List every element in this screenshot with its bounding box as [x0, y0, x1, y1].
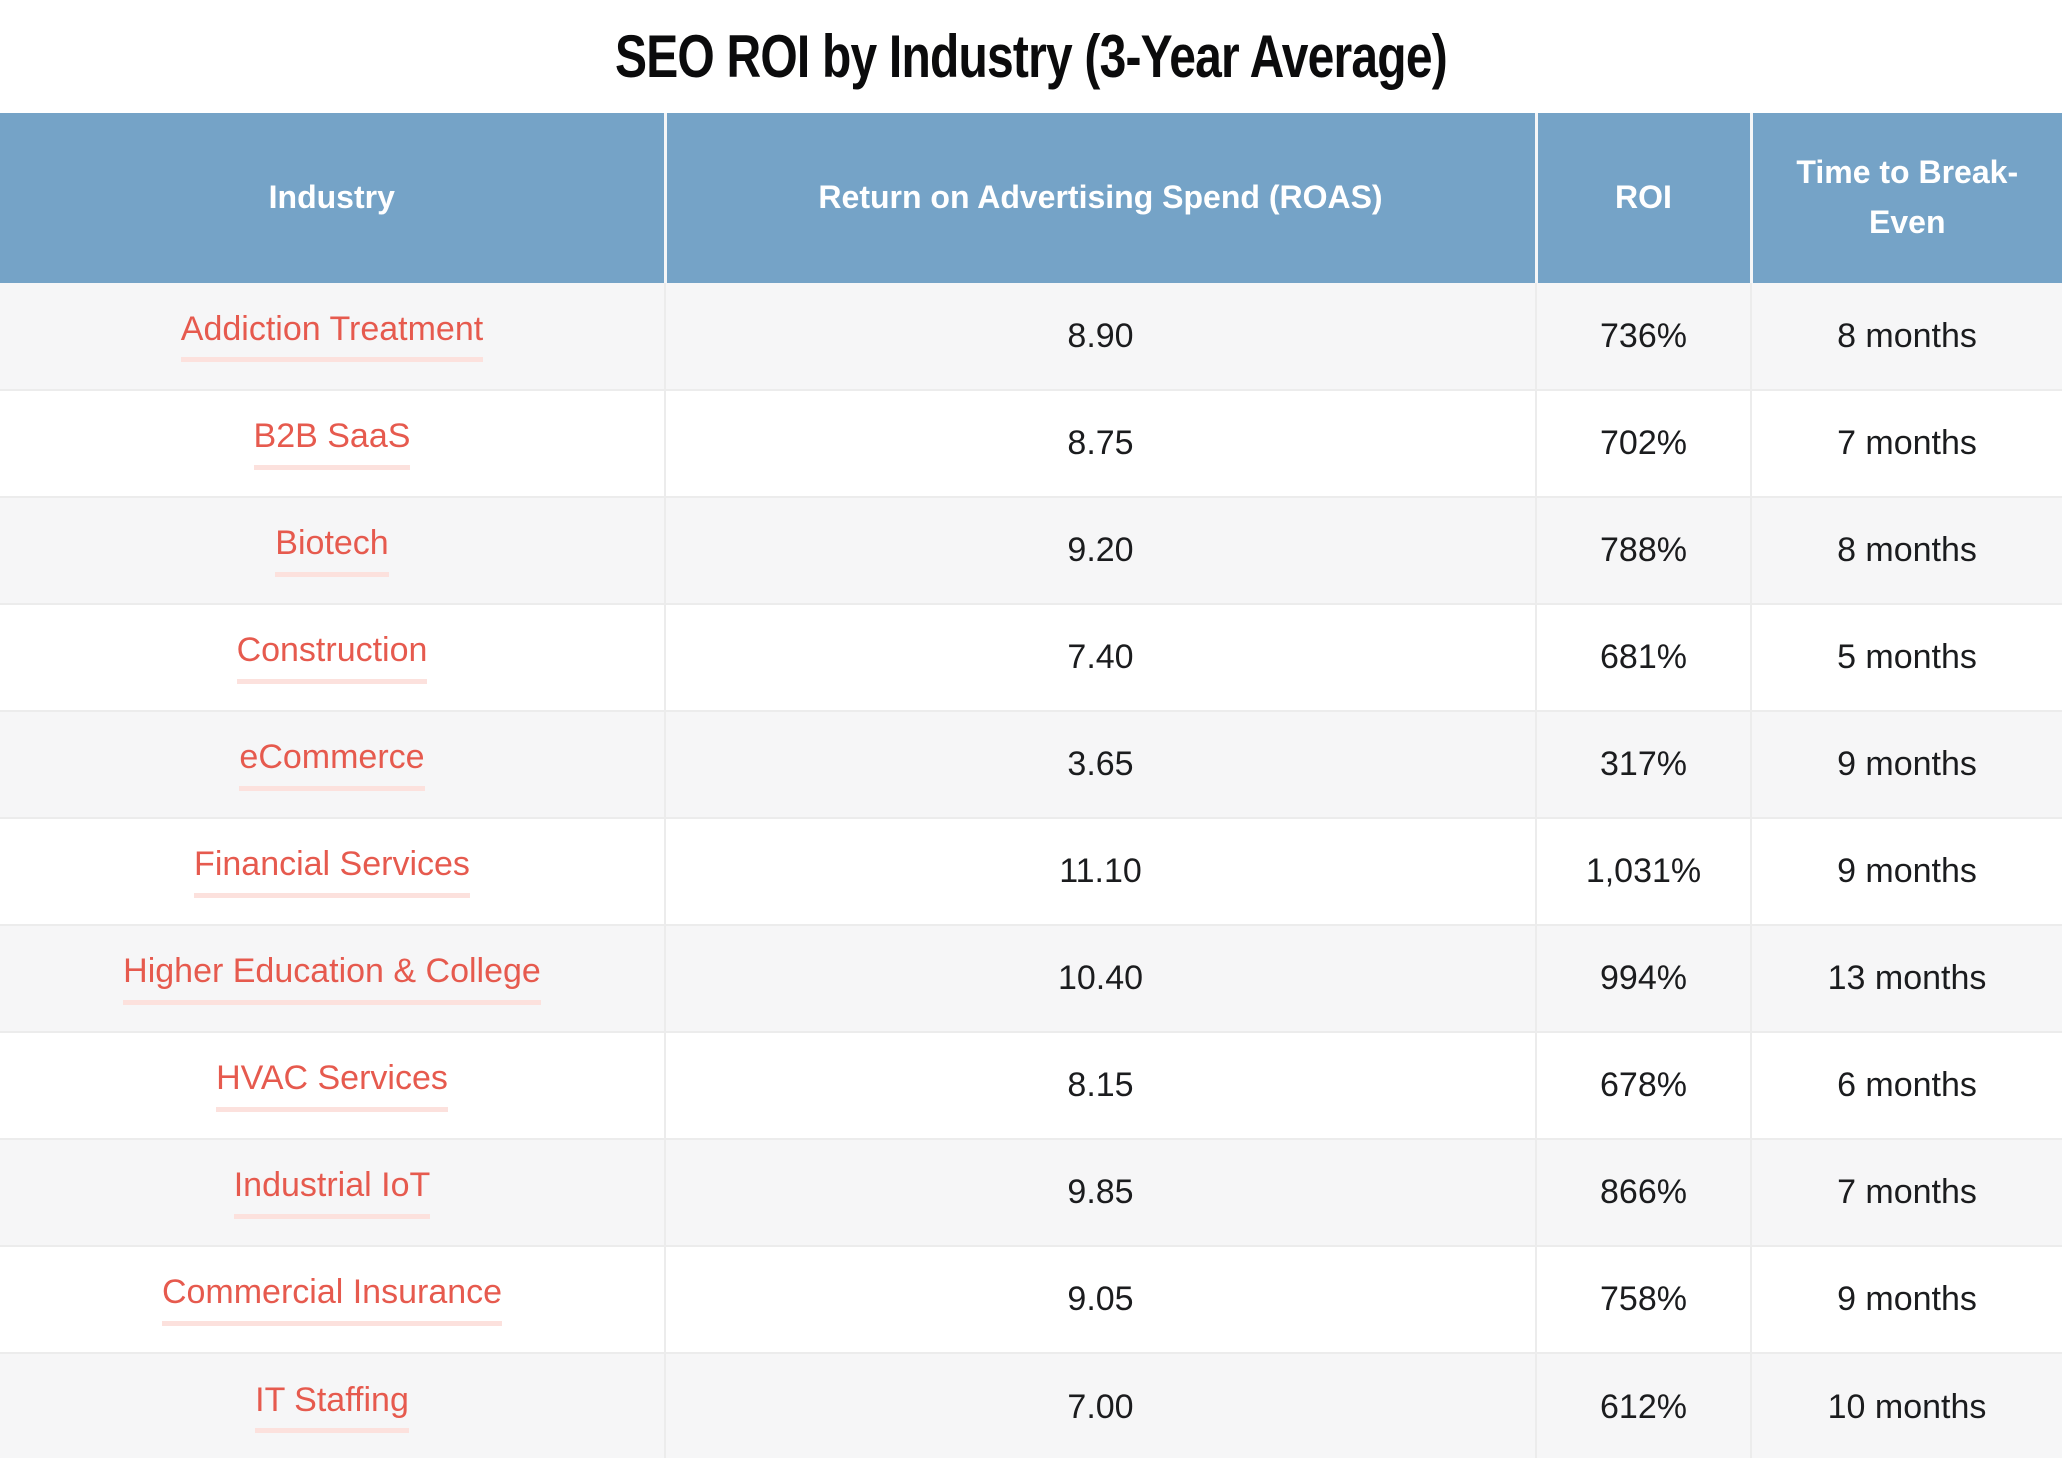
page-title: SEO ROI by Industry (3-Year Average)	[615, 23, 1448, 90]
roi-value: 758%	[1535, 1245, 1751, 1353]
table-row: Higher Education & College 10.40 994% 13…	[0, 924, 2062, 1032]
header-row: Industry Return on Advertising Spend (RO…	[0, 113, 2062, 283]
breakeven-value: 7 months	[1750, 1138, 2062, 1246]
table-row: Construction 7.40 681% 5 months	[0, 603, 2062, 711]
breakeven-value: 7 months	[1750, 389, 2062, 497]
roi-value: 681%	[1535, 603, 1751, 711]
roas-value: 8.75	[664, 389, 1536, 497]
roi-value: 612%	[1535, 1352, 1751, 1458]
industry-link[interactable]: Higher Education & College	[123, 952, 541, 1005]
roas-value: 8.90	[664, 283, 1536, 390]
roas-value: 10.40	[664, 924, 1536, 1032]
table-row: eCommerce 3.65 317% 9 months	[0, 710, 2062, 818]
breakeven-value: 9 months	[1750, 817, 2062, 925]
industry-link[interactable]: Commercial Insurance	[161, 1273, 503, 1326]
roi-value: 1,031%	[1535, 817, 1751, 925]
table-row: Financial Services 11.10 1,031% 9 months	[0, 817, 2062, 925]
table-row: IT Staffing 7.00 612% 10 months	[0, 1352, 2062, 1458]
industry-link[interactable]: Addiction Treatment	[180, 310, 484, 363]
breakeven-value: 9 months	[1750, 1245, 2062, 1353]
roas-value: 8.15	[664, 1031, 1536, 1139]
table-row: HVAC Services 8.15 678% 6 months	[0, 1031, 2062, 1139]
column-header-breakeven: Time to Break-Even	[1749, 113, 2062, 283]
title-bar: SEO ROI by Industry (3-Year Average)	[0, 0, 2062, 113]
table-row: Biotech 9.20 788% 8 months	[0, 496, 2062, 604]
breakeven-value: 6 months	[1750, 1031, 2062, 1139]
industry-link[interactable]: B2B SaaS	[253, 417, 411, 470]
industry-link[interactable]: eCommerce	[239, 738, 425, 791]
table-row: B2B SaaS 8.75 702% 7 months	[0, 389, 2062, 497]
roi-value: 678%	[1535, 1031, 1751, 1139]
roas-value: 9.20	[664, 496, 1536, 604]
roi-value: 994%	[1535, 924, 1751, 1032]
breakeven-value: 8 months	[1750, 496, 2062, 604]
column-header-industry: Industry	[0, 113, 665, 283]
breakeven-value: 8 months	[1750, 283, 2062, 390]
roas-value: 11.10	[664, 817, 1536, 925]
industry-link[interactable]: Biotech	[275, 524, 389, 577]
industry-link[interactable]: Construction	[236, 631, 428, 684]
roi-value: 736%	[1535, 283, 1751, 390]
roi-value: 866%	[1535, 1138, 1751, 1246]
roas-value: 9.85	[664, 1138, 1536, 1246]
table-row: Industrial IoT 9.85 866% 7 months	[0, 1138, 2062, 1246]
seo-roi-table: Industry Return on Advertising Spend (RO…	[0, 113, 2062, 1458]
industry-link[interactable]: HVAC Services	[216, 1059, 448, 1112]
industry-link[interactable]: Financial Services	[194, 845, 470, 898]
roas-value: 9.05	[664, 1245, 1536, 1353]
column-header-roi: ROI	[1534, 113, 1751, 283]
table-row: Addiction Treatment 8.90 736% 8 months	[0, 283, 2062, 390]
breakeven-value: 9 months	[1750, 710, 2062, 818]
table-row: Commercial Insurance 9.05 758% 9 months	[0, 1245, 2062, 1353]
breakeven-value: 13 months	[1750, 924, 2062, 1032]
roas-value: 7.40	[664, 603, 1536, 711]
industry-link[interactable]: IT Staffing	[255, 1381, 409, 1434]
roi-value: 317%	[1535, 710, 1751, 818]
roas-value: 3.65	[664, 710, 1536, 818]
industry-link[interactable]: Industrial IoT	[233, 1166, 431, 1219]
column-header-roas: Return on Advertising Spend (ROAS)	[663, 113, 1536, 283]
roas-value: 7.00	[664, 1352, 1536, 1458]
breakeven-value: 10 months	[1750, 1352, 2062, 1458]
roi-value: 788%	[1535, 496, 1751, 604]
roi-value: 702%	[1535, 389, 1751, 497]
breakeven-value: 5 months	[1750, 603, 2062, 711]
